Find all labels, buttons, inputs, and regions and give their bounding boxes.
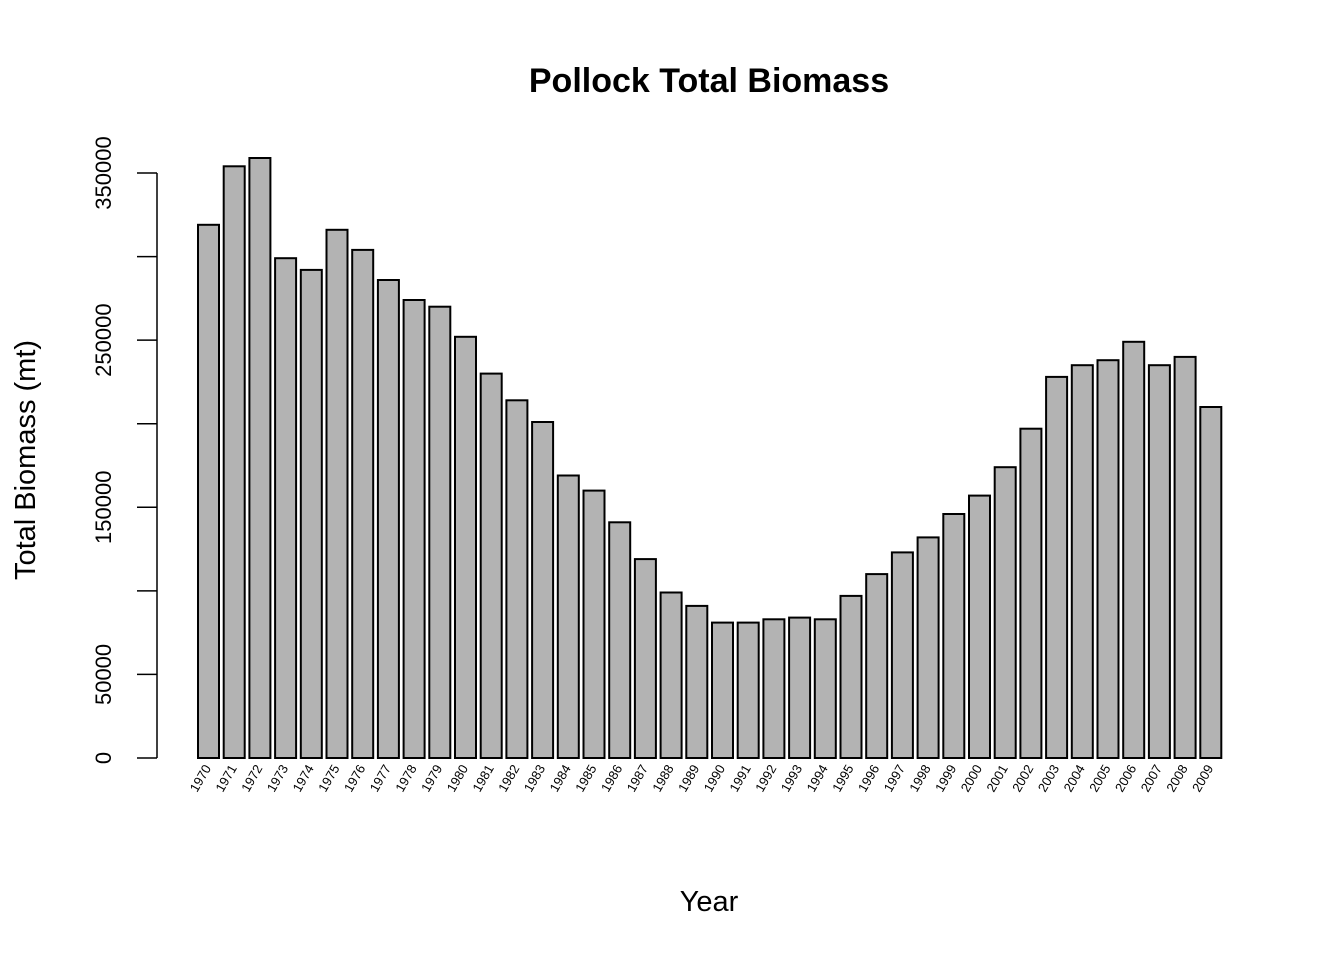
x-tick-label: 1971 [212,762,239,795]
bar-1977 [376,279,400,759]
bar-1995 [839,594,863,760]
x-tick-label: 1983 [521,762,548,795]
y-tick-label: 150000 [91,471,116,544]
x-tick-label: 2004 [1060,762,1087,795]
bar-1985 [582,489,606,759]
x-tick-label: 1981 [469,762,496,795]
x-tick-label: 1987 [624,762,651,795]
x-tick-labels: 1970197119721973197419751976197719781979… [187,762,1217,795]
bar-2000 [968,494,991,759]
x-tick-label: 1974 [289,762,316,795]
x-tick-label: 1988 [649,762,676,795]
y-axis-label: Total Biomass (mt) [10,340,42,580]
bar-2006 [1122,340,1146,759]
bar-2001 [993,466,1017,759]
x-tick-label: 1982 [495,762,522,795]
x-tick-label: 1996 [855,762,882,795]
bar-2009 [1199,406,1223,759]
bar-1994 [813,618,837,759]
y-axis: 0 50000 150000 250000 350000 [91,136,158,764]
x-tick-label: 1980 [444,762,471,795]
bar-1996 [865,573,889,759]
x-tick-label: 2008 [1163,762,1190,795]
bar-1991 [736,621,760,759]
x-tick-label: 1975 [315,762,342,795]
y-tick-label: 0 [91,752,116,764]
x-tick-label: 1992 [752,762,779,795]
bar-1998 [916,536,940,760]
x-tick-label: 1978 [392,762,419,795]
bar-1987 [633,558,657,759]
bar-1971 [222,165,246,760]
bars [197,157,1223,760]
bar-1988 [659,591,683,759]
bar-2004 [1070,364,1094,759]
x-tick-label: 1972 [238,762,265,795]
bar-2008 [1173,355,1197,759]
bar-1980 [454,335,477,759]
bar-1992 [762,618,786,759]
x-tick-label: 1985 [572,762,599,795]
x-tick-label: 2006 [1112,762,1139,795]
x-tick-label: 1990 [701,762,728,795]
bar-1970 [197,223,220,760]
bar-1986 [608,521,632,759]
bar-1979 [428,305,452,759]
bar-2005 [1096,359,1120,759]
x-tick-label: 2000 [958,762,985,795]
x-tick-label: 1977 [367,762,394,795]
bar-1974 [299,268,323,759]
x-tick-label: 1976 [341,762,368,795]
bar-1975 [325,228,349,760]
x-tick-label: 1991 [726,762,753,795]
x-tick-label: 2005 [1086,762,1113,795]
x-tick-label: 1973 [264,762,291,795]
bar-1989 [685,604,709,760]
x-tick-label: 2003 [1035,762,1062,795]
bar-1999 [942,513,966,759]
bar-1981 [479,372,503,759]
y-tick-label: 350000 [91,136,116,209]
x-tick-label: 1999 [932,762,959,795]
bar-1982 [505,399,529,759]
bar-1993 [788,616,812,759]
x-tick-label: 1986 [598,762,625,795]
bar-1972 [248,157,272,759]
x-tick-label: 1994 [803,762,830,795]
bar-1990 [711,621,734,759]
x-tick-label: 1979 [418,762,445,795]
bar-1997 [890,551,914,760]
x-tick-label: 1970 [187,762,214,795]
x-tick-label: 2002 [1009,762,1036,795]
bar-2003 [1045,375,1069,759]
x-tick-label: 1989 [675,762,702,795]
bar-1973 [274,257,298,759]
bar-1978 [402,299,426,759]
x-tick-label: 2007 [1138,762,1165,795]
x-tick-label: 1995 [829,762,856,795]
x-tick-label: 1997 [881,762,908,795]
bar-2002 [1019,427,1043,759]
x-tick-label: 1993 [778,762,805,795]
bar-1976 [351,248,375,759]
x-tick-label: 1998 [906,762,933,795]
x-tick-label: 2001 [983,762,1010,795]
x-tick-label: 1984 [546,762,573,795]
chart-title: Pollock Total Biomass [529,62,889,100]
x-axis-label: Year [680,886,739,918]
y-tick-label: 50000 [91,644,116,705]
x-tick-label: 2009 [1189,762,1216,795]
y-tick-label: 250000 [91,303,116,376]
bar-1984 [556,474,580,759]
bar-1983 [531,421,555,759]
bar-2007 [1147,364,1171,759]
